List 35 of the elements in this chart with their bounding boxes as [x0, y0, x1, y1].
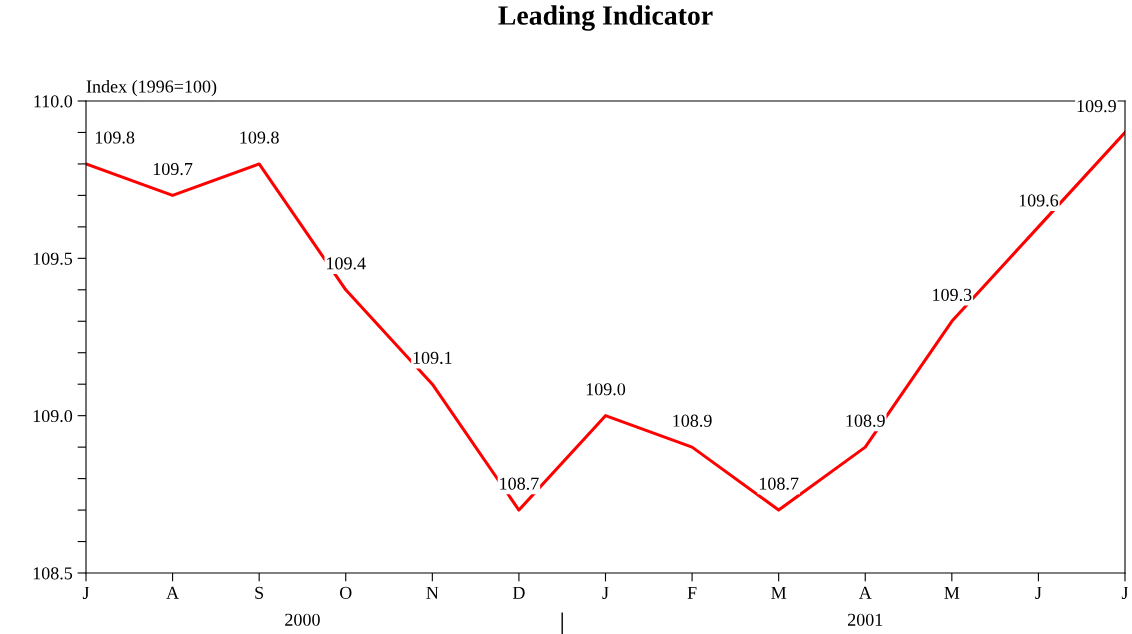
text: 109.3	[933, 288, 972, 302]
text: 109.1	[413, 351, 452, 364]
x-tick-label: J	[602, 586, 609, 599]
x-tick-label: F	[687, 586, 697, 599]
text: 108.9	[846, 414, 885, 427]
x-tick-label: M	[944, 586, 960, 599]
y-tick-label: 110.0	[34, 95, 73, 108]
x-tick-label: A	[166, 586, 179, 599]
text: 109.7	[153, 162, 193, 176]
x-tick-label: M	[771, 586, 787, 599]
text: 109.9	[1077, 99, 1116, 113]
x-tick-label: O	[339, 586, 352, 599]
text: 109.8	[240, 131, 279, 144]
x-tick-label: N	[426, 586, 439, 599]
text: 109.8	[95, 131, 135, 144]
x-tick-label: D	[512, 586, 525, 599]
x-tick-label: S	[255, 586, 264, 599]
y-tick-label: 109.0	[33, 409, 73, 423]
text: 108.7	[759, 477, 799, 490]
x-tick-label: J	[1035, 586, 1042, 599]
text: 108.9	[673, 414, 712, 427]
y-tick-label: 108.5	[33, 567, 73, 580]
y-tick-label: 109.5	[33, 252, 73, 265]
x-tick-label: J	[1121, 586, 1129, 599]
text: 108.7	[500, 477, 539, 490]
x-tick-label: J	[82, 586, 90, 599]
text: 2000	[285, 613, 320, 626]
text: 109.0	[586, 383, 626, 396]
x-tick-label: A	[858, 586, 872, 599]
text: 109.6	[1019, 194, 1059, 207]
y-axis-title: Index (1996=100)	[86, 79, 217, 97]
text: 109.4	[327, 257, 366, 270]
text: 2001	[847, 613, 883, 626]
chart-title: Leading Indicator	[498, 5, 713, 31]
line-series	[86, 130, 1125, 512]
